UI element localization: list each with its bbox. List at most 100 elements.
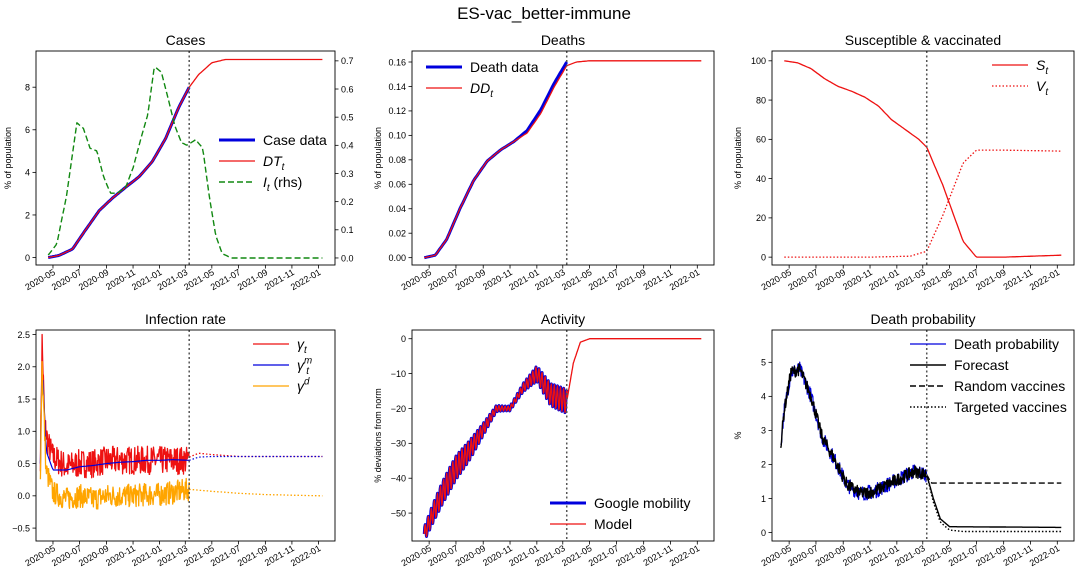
y-tick-label: 80 — [756, 95, 766, 105]
y-tick-label: 2.5 — [17, 330, 30, 340]
legend-label: Death data — [470, 59, 539, 75]
panel-title: Infection rate — [145, 311, 226, 327]
x-tick-label: 2020-09 — [77, 267, 111, 292]
series-line — [780, 363, 1062, 529]
y-tick-label: 40 — [756, 174, 766, 184]
y-tick-label: 0.16 — [388, 57, 406, 67]
legend-label: Targeted vaccines — [954, 399, 1067, 415]
y-tick-label: 0.14 — [388, 82, 406, 92]
x-tick-label: 2020-09 — [454, 543, 488, 568]
x-tick-label: 2020-07 — [50, 267, 84, 292]
x-tick-label: 2022-01 — [289, 543, 323, 568]
legend: Death probability Forecast Random vaccines… — [910, 336, 1067, 415]
x-tick-label: 2021-09 — [236, 543, 270, 568]
y-axis-label: % of population — [373, 127, 383, 189]
legend-label: Vt — [1036, 78, 1049, 98]
y-tick-label: 0 — [401, 334, 406, 344]
panel-title: Death probability — [870, 311, 975, 327]
x-tick-label: 2021-09 — [974, 267, 1008, 292]
y-tick-label: −30 — [391, 439, 406, 449]
x-tick-label: 2022-01 — [1028, 267, 1062, 292]
legend-label: Google mobility — [594, 495, 691, 511]
panel-death-prob: Death probability%0123452020-052020-0720… — [733, 311, 1075, 568]
x-tick-label: 2022-01 — [1028, 543, 1062, 568]
y-axis-label: % deviations from norm — [373, 388, 383, 483]
y-tick-label: 100 — [751, 56, 766, 66]
y-tick-label: 0.0 — [17, 491, 30, 501]
y2-tick-label: 0.5 — [341, 112, 354, 122]
y-tick-label: −0.5 — [12, 523, 30, 533]
legend-label: γt — [297, 336, 308, 356]
legend-label: Model — [594, 516, 632, 532]
axes-frame — [35, 50, 336, 266]
y2-tick-label: 0.0 — [341, 253, 354, 263]
series-group — [784, 60, 1062, 258]
y-tick-label: 0.02 — [388, 229, 406, 239]
series-group — [780, 361, 1062, 533]
panel-activity: Activity % deviations from norm −50 −40 −30 −… — [373, 311, 715, 568]
x-tick-label: 2020-09 — [814, 267, 848, 292]
series-line — [39, 333, 190, 479]
x-tick-label: 2021-07 — [587, 543, 621, 568]
x-tick-label: 2021-09 — [236, 267, 270, 292]
legend-label: Case data — [263, 132, 327, 148]
y2-tick-label: 0.6 — [341, 84, 354, 94]
legend-label: St — [1036, 57, 1049, 77]
series-line — [926, 474, 1062, 484]
series-line — [423, 61, 568, 260]
legend-label: It (rhs) — [263, 174, 302, 194]
series-line — [47, 66, 323, 259]
y-tick-label: 2.0 — [17, 362, 30, 372]
y2-tick-label: 0.7 — [341, 56, 354, 66]
y-tick-label: 1 — [761, 494, 766, 504]
x-tick-label: 2022-01 — [289, 267, 323, 292]
panel-infection: Infection rate −0.5 0.0 0.5 1.0 1.5 2.0 2.5 2020… — [12, 311, 336, 568]
legend-label: DDt — [470, 80, 494, 100]
axes-frame — [771, 329, 1075, 542]
x-tick-label: 2021-07 — [947, 267, 981, 292]
x-tick-label: 2021-09 — [614, 543, 648, 568]
legend-label: γm t — [297, 356, 312, 378]
legend-label: γd — [297, 377, 310, 394]
y-tick-label: 8 — [25, 82, 30, 92]
y-tick-label: 6 — [25, 125, 30, 135]
series-group — [39, 333, 323, 510]
x-tick-label: 2020-07 — [786, 267, 820, 292]
y-tick-label: −40 — [391, 474, 406, 484]
panel-title: Susceptible & vaccinated — [845, 32, 1001, 48]
y-tick-label: −20 — [391, 404, 406, 414]
x-tick-label: 2021-07 — [947, 543, 981, 568]
y-tick-label: 2 — [761, 460, 766, 470]
x-tick-label: 2021-07 — [209, 267, 243, 292]
series-group — [422, 338, 702, 538]
y-axis-label: % of population — [733, 127, 743, 189]
y-tick-label: 60 — [756, 135, 766, 145]
x-tick-label: 2020-07 — [50, 543, 84, 568]
y-tick-label: 1.0 — [17, 427, 30, 437]
x-tick-label: 2020-07 — [426, 543, 460, 568]
y-tick-label: −50 — [391, 508, 406, 518]
series-group — [423, 60, 702, 260]
x-tick-label: 2022-01 — [668, 267, 702, 292]
series-line — [422, 365, 569, 538]
series-line — [48, 58, 323, 259]
panel-title: Deaths — [541, 32, 585, 48]
y-tick-label: 1.5 — [17, 394, 30, 404]
panel-susceptible: Susceptible & vaccinated % of population 0… — [733, 32, 1075, 292]
legend-label: Forecast — [954, 357, 1009, 373]
x-tick-label: 2021-09 — [614, 267, 648, 292]
legend: Death data DDt — [426, 59, 539, 100]
x-tick-label: 2020-07 — [786, 543, 820, 568]
panel-deaths: Deaths % of population 0.00 0.02 0.04 0.06 0.0… — [373, 32, 715, 292]
series-group — [47, 58, 323, 259]
y2-tick-label: 0.1 — [341, 225, 354, 235]
y-tick-label: −10 — [391, 369, 406, 379]
legend-label: DTt — [263, 153, 286, 173]
y-tick-label: 0 — [761, 252, 766, 262]
panel-cases: Cases % of population 0 2 4 6 8 0.0 0.1 0.2 0.3 0.4… — [3, 32, 354, 292]
y-tick-label: 3 — [761, 426, 766, 436]
series-line — [784, 60, 1062, 258]
